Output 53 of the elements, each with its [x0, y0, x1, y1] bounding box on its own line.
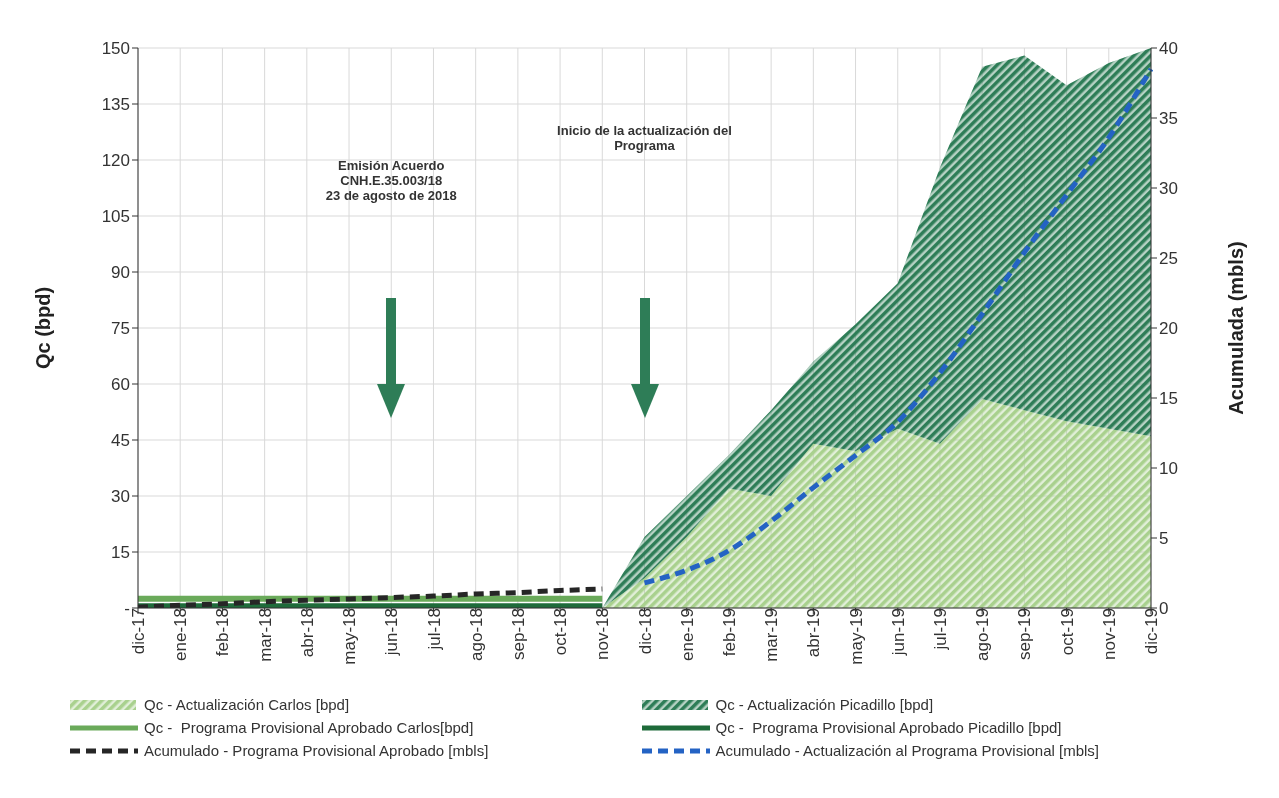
x-tick-label: dic-18: [635, 608, 655, 655]
legend-label: Qc - Programa Provisional Aprobado Picadillo [bpd]: [715, 719, 1062, 736]
y-tick-label: 120: [101, 151, 130, 171]
x-tick-label: nov-19: [1099, 608, 1119, 660]
y2-tick-label: 15: [1159, 389, 1178, 409]
x-tick-label: dic-17: [129, 608, 149, 655]
x-tick-label: mar-18: [255, 608, 275, 662]
legend-label: Acumulado - Actualización al Programa Provisional [mbls]: [715, 742, 1100, 759]
legend-label: Qc - Programa Provisional Aprobado Carlos[bpd]: [144, 719, 474, 736]
y2-tick-label: 5: [1159, 529, 1169, 549]
x-tick-label: ene-18: [171, 608, 191, 661]
x-tick-label: ene-19: [677, 608, 697, 661]
x-tick-label: abr-19: [804, 608, 824, 658]
y-tick-label: 75: [111, 319, 130, 339]
y2-axis-title: Acumulada (mbls): [1225, 241, 1248, 415]
y2-tick-label: 40: [1159, 39, 1178, 59]
y2-tick-label: 30: [1159, 179, 1178, 199]
y-tick-label: 45: [111, 431, 130, 451]
y-tick-label: 105: [101, 207, 130, 227]
x-tick-label: sep-19: [1015, 608, 1035, 660]
x-tick-label: oct-19: [1057, 608, 1077, 656]
x-tick-label: feb-19: [719, 608, 739, 657]
y2-tick-label: 25: [1159, 249, 1178, 269]
y-tick-label: 135: [101, 95, 130, 115]
x-tick-label: oct-18: [551, 608, 571, 656]
y-tick-label: -: [124, 599, 130, 619]
y2-tick-label: 20: [1159, 319, 1178, 339]
x-tick-label: may-18: [340, 608, 360, 665]
y-tick-label: 60: [111, 375, 130, 395]
legend-label: Qc - Actualización Carlos [bpd]: [144, 696, 350, 713]
x-tick-label: mar-19: [762, 608, 782, 662]
x-tick-label: jun-18: [382, 608, 402, 657]
x-tick-label: abr-18: [297, 608, 317, 658]
y-tick-label: 90: [111, 263, 130, 283]
y-tick-label: 150: [101, 39, 130, 59]
annotation: Inicio de la actualización del Programa: [556, 123, 733, 153]
x-tick-label: jun-19: [888, 608, 908, 657]
legend-label: Qc - Actualización Picadillo [bpd]: [715, 696, 934, 713]
x-tick-label: jul-18: [424, 608, 444, 651]
x-tick-label: jul-19: [931, 608, 951, 651]
x-tick-label: feb-18: [213, 608, 233, 657]
y2-tick-label: 10: [1159, 459, 1178, 479]
legend-label: Acumulado - Programa Provisional Aprobado [mbls]: [144, 742, 489, 759]
y-tick-label: 15: [111, 543, 130, 563]
x-tick-label: nov-18: [593, 608, 613, 660]
x-tick-label: sep-18: [508, 608, 528, 660]
y-axis-title: Qc (bpd): [32, 286, 55, 370]
x-tick-label: ago-19: [973, 608, 993, 661]
y-tick-label: 30: [111, 487, 130, 507]
x-tick-label: may-19: [846, 608, 866, 665]
x-tick-label: ago-18: [466, 608, 486, 661]
annotation: Emisión Acuerdo CNH.E.35.003/18 23 de agosto de 2018: [324, 158, 458, 203]
y2-tick-label: 35: [1159, 109, 1178, 129]
